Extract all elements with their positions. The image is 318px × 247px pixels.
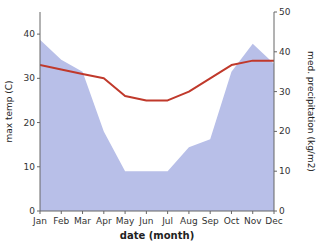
y-tick [37,122,40,123]
x-tick [146,211,147,214]
x-tick-label: Jun [138,216,153,226]
y2-tick [274,51,277,52]
x-tick-label: Feb [53,216,69,226]
y2-tick-label: 40 [279,47,291,57]
x-tick-label: Sep [202,216,219,226]
x-axis-line [40,211,274,212]
x-tick-label: Nov [244,216,262,226]
y-tick-label: 20 [24,118,36,128]
x-tick-label: Jul [161,216,173,226]
x-tick [167,211,168,214]
x-tick-label: Jan [32,216,47,226]
y-tick [37,78,40,79]
precip-area [40,40,274,211]
y2-tick-label: 0 [279,206,285,216]
y2-tick [274,131,277,132]
x-tick [125,211,126,214]
y-axis-line [40,12,41,211]
chart-container: JanFebMarAprMayJunJulAugSepOctNovDec0102… [0,0,318,247]
x-axis-label: date (month) [120,230,194,241]
x-tick [103,211,104,214]
x-tick-label: Dec [265,216,282,226]
chart: JanFebMarAprMayJunJulAugSepOctNovDec0102… [0,0,318,247]
y-tick [37,166,40,167]
y2-tick [274,211,277,212]
y2-tick [274,91,277,92]
temp-line [40,61,274,101]
y-axis-label: max temp (C) [4,80,14,142]
x-tick-label: Aug [180,216,198,226]
x-tick [188,211,189,214]
y-tick-label: 0 [29,206,35,216]
y2-tick-label: 50 [279,7,291,17]
x-tick [210,211,211,214]
x-tick-label: May [116,216,135,226]
y2-tick [274,12,277,13]
y-tick-label: 30 [24,73,36,83]
x-tick-label: Apr [96,216,112,226]
x-tick [82,211,83,214]
y-tick [37,34,40,35]
y-tick-label: 10 [24,162,36,172]
x-tick [252,211,253,214]
y2-axis-line [274,12,275,211]
y-tick-label: 40 [24,29,36,39]
y2-tick-label: 30 [279,87,291,97]
x-tick-label: Mar [74,216,91,226]
y2-tick [274,171,277,172]
y2-axis-label: med. precipitation (kg/m2) [306,51,316,172]
y2-tick-label: 10 [279,166,291,176]
marks [40,40,274,211]
x-tick-label: Oct [224,216,240,226]
y-tick [37,211,40,212]
x-tick [231,211,232,214]
y2-tick-label: 20 [279,126,291,136]
x-tick [61,211,62,214]
